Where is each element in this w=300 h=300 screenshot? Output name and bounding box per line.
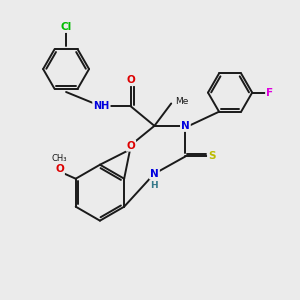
- Text: S: S: [208, 152, 216, 161]
- Text: N: N: [181, 121, 190, 131]
- Text: Me: Me: [175, 97, 188, 106]
- Text: Cl: Cl: [61, 22, 72, 32]
- Text: N: N: [150, 169, 159, 178]
- Text: H: H: [150, 182, 158, 190]
- Text: O: O: [127, 75, 135, 85]
- Text: O: O: [127, 141, 135, 151]
- Text: S: S: [208, 152, 216, 161]
- Text: O: O: [55, 164, 64, 174]
- Text: O: O: [55, 164, 64, 174]
- Text: Cl: Cl: [61, 22, 72, 32]
- Text: F: F: [266, 88, 273, 98]
- Text: F: F: [266, 88, 273, 98]
- Text: N: N: [150, 169, 159, 178]
- Text: NH: NH: [93, 101, 110, 111]
- Text: H: H: [150, 182, 158, 190]
- Text: N: N: [181, 121, 190, 131]
- Text: CH₃: CH₃: [52, 154, 67, 163]
- Text: O: O: [127, 75, 135, 85]
- Text: NH: NH: [93, 101, 110, 111]
- Text: O: O: [127, 141, 135, 151]
